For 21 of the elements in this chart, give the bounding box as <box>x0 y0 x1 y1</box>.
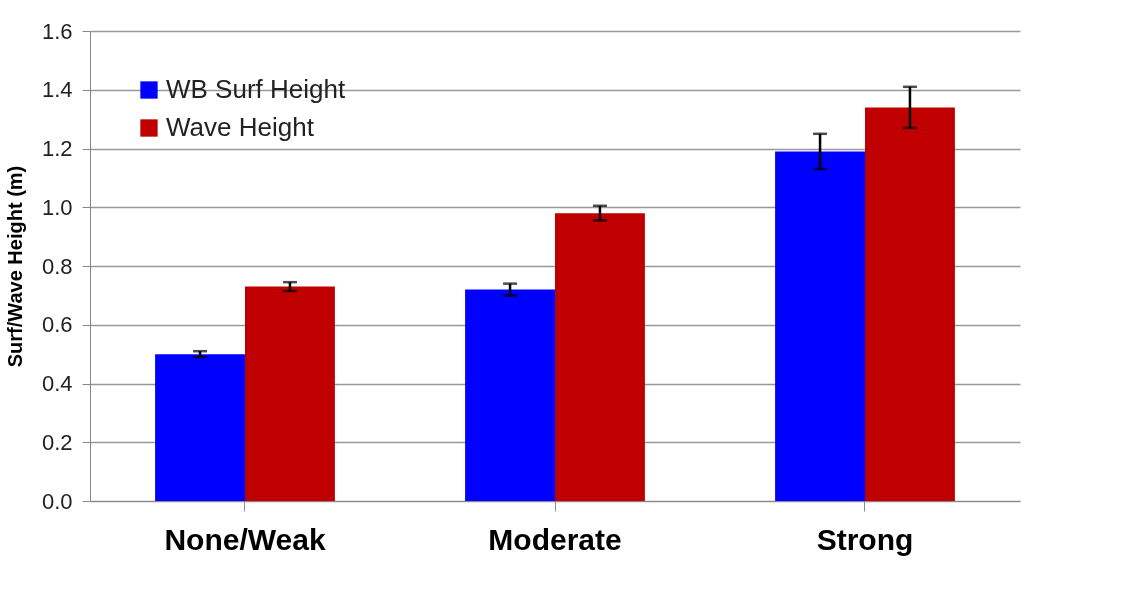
bar <box>245 286 335 501</box>
x-tick-label: Moderate <box>488 522 622 556</box>
y-tick-label: 1.2 <box>41 136 73 161</box>
bar <box>155 354 245 501</box>
legend-label: Wave Height <box>166 112 315 142</box>
y-tick-label: 0.8 <box>41 253 73 279</box>
x-tick-label: None/Weak <box>164 522 326 556</box>
y-tick-label: 0.6 <box>41 312 73 338</box>
bar <box>555 213 645 501</box>
y-tick-label: 0.0 <box>41 488 73 514</box>
y-tick-label: 1.0 <box>41 194 73 220</box>
y-tick-label: 1.6 <box>41 18 73 44</box>
y-tick-label: 0.4 <box>41 371 73 396</box>
y-tick-label: 0.2 <box>41 429 73 455</box>
y-tick-label: 1.4 <box>41 77 73 103</box>
bar <box>865 107 955 501</box>
y-axis-title: Surf/Wave Height (m) <box>3 165 26 368</box>
bar <box>465 289 555 501</box>
legend-label: WB Surf Height <box>166 74 346 104</box>
bar <box>775 151 865 501</box>
x-tick-label: Strong <box>816 522 914 556</box>
